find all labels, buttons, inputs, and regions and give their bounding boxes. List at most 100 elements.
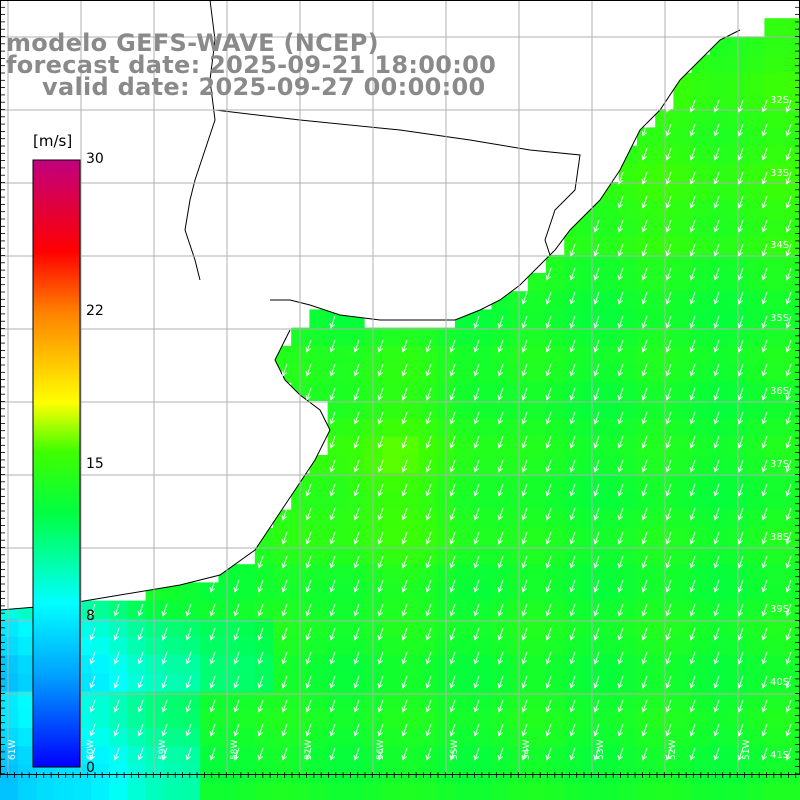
wind-speed-cell [600, 527, 620, 547]
wind-speed-cell [782, 764, 800, 784]
wind-speed-cell [327, 782, 347, 800]
wind-speed-cell [673, 200, 693, 219]
wind-arrow [401, 651, 408, 665]
wind-speed-cell [382, 546, 401, 565]
wind-arrow [689, 243, 696, 257]
wind-speed-cell [0, 782, 19, 800]
wind-speed-cell [618, 546, 638, 565]
wind-speed-cell [382, 527, 401, 547]
wind-arrow [281, 555, 288, 569]
wind-speed-cell [728, 527, 747, 547]
wind-speed-cell [491, 509, 511, 529]
wind-speed-cell [764, 418, 784, 438]
wind-speed-cell [309, 382, 329, 401]
wind-speed-cell [728, 327, 747, 347]
wind-speed-cell [254, 582, 274, 602]
wind-arrow [89, 699, 96, 713]
wind-arrow [761, 627, 768, 641]
wind-arrow [209, 723, 216, 737]
wind-arrow [689, 747, 696, 761]
lon-label: 53W [596, 739, 606, 760]
wind-speed-cell [327, 746, 347, 765]
wind-arrow [713, 267, 720, 281]
wind-speed-cell [273, 782, 292, 800]
wind-speed-cell [455, 345, 474, 365]
wind-arrow [689, 459, 696, 473]
wind-speed-cell [709, 455, 729, 474]
wind-speed-cell [746, 109, 765, 128]
wind-speed-cell [709, 655, 729, 674]
wind-arrow [593, 507, 600, 521]
wind-arrow [137, 723, 144, 737]
wind-arrow [401, 531, 408, 545]
wind-arrow [785, 555, 792, 569]
wind-speed-cell [418, 382, 438, 401]
wind-arrow [665, 747, 672, 761]
wind-arrow [761, 267, 768, 281]
wind-speed-cell [291, 345, 310, 365]
wind-speed-cell [382, 600, 401, 620]
wind-arrow [713, 579, 720, 593]
wind-speed-cell [746, 455, 765, 474]
wind-speed-cell [673, 327, 693, 347]
wind-speed-cell [18, 764, 37, 784]
wind-speed-cell [400, 546, 420, 565]
wind-arrow [737, 387, 744, 401]
wind-speed-cell [691, 345, 711, 365]
wind-arrow [329, 627, 336, 641]
wind-arrow [137, 603, 144, 617]
wind-speed-cell [746, 400, 765, 420]
wind-arrow [593, 387, 600, 401]
wind-speed-cell [473, 509, 492, 529]
wind-speed-cell [345, 673, 365, 693]
wind-speed-cell [291, 637, 310, 656]
wind-speed-cell [746, 182, 765, 201]
wind-arrow [761, 699, 768, 713]
wind-arrow [305, 531, 312, 545]
wind-arrow [161, 651, 168, 665]
wind-speed-cell [709, 491, 729, 511]
wind-speed-cell [709, 364, 729, 383]
wind-speed-cell [273, 709, 292, 729]
wind-arrow [593, 267, 600, 281]
wind-speed-cell [691, 218, 711, 238]
wind-arrow [785, 195, 792, 209]
wind-arrow [569, 531, 576, 545]
wind-speed-cell [764, 291, 784, 310]
wind-speed-cell [382, 364, 401, 383]
wind-speed-cell [0, 709, 19, 729]
wind-arrow [329, 651, 336, 665]
wind-arrow [545, 291, 552, 305]
wind-speed-cell [527, 782, 547, 800]
wind-arrow [761, 243, 768, 257]
wind-speed-cell [54, 764, 74, 784]
wind-speed-cell [709, 400, 729, 420]
wind-arrow [569, 723, 576, 737]
wind-speed-cell [418, 455, 438, 474]
wind-arrow [497, 483, 504, 497]
wind-speed-cell [254, 655, 274, 674]
wind-arrow [473, 603, 480, 617]
wind-speed-cell [291, 655, 310, 674]
lat-label: 41S [770, 750, 790, 761]
lon-label: 58W [230, 739, 240, 760]
wind-speed-cell [0, 728, 19, 747]
wind-arrow [569, 339, 576, 353]
wind-arrow [641, 483, 648, 497]
wind-arrow [569, 243, 576, 257]
wind-speed-cell [746, 309, 765, 329]
wind-speed-cell [473, 582, 492, 602]
wind-speed-cell [109, 637, 128, 656]
wind-speed-cell [345, 546, 365, 565]
wind-speed-cell [600, 782, 620, 800]
wind-speed-cell [691, 436, 711, 456]
wind-arrow [641, 147, 648, 161]
wind-speed-cell [418, 618, 438, 638]
wind-speed-cell [382, 728, 401, 747]
wind-arrow [521, 459, 528, 473]
wind-speed-cell [127, 655, 147, 674]
wind-speed-cell [691, 254, 711, 274]
wind-speed-cell [782, 72, 800, 92]
wind-arrow [281, 363, 288, 377]
wind-arrow [785, 291, 792, 305]
